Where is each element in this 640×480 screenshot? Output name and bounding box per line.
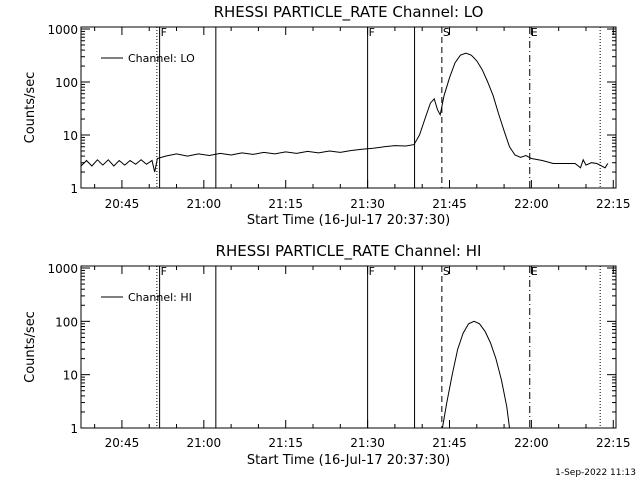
- event-marker-label: F: [161, 265, 167, 278]
- series-line-lo: [80, 52, 609, 173]
- x-tick-label: 22:00: [514, 197, 549, 211]
- event-marker-label: S: [443, 265, 450, 278]
- x-axis-label: Start Time (16-Jul-17 20:37:30): [247, 453, 450, 468]
- chart-title: RHESSI PARTICLE_RATE Channel: HI: [216, 242, 482, 261]
- x-tick-label: 21:00: [187, 197, 222, 211]
- y-tick-label: 100: [55, 315, 78, 329]
- series-line-hi: [441, 320, 510, 429]
- x-tick-label: 20:45: [105, 197, 140, 211]
- y-tick-label: 1: [70, 422, 78, 436]
- x-tick-label: 21:45: [432, 197, 467, 211]
- y-tick-label: 1000: [47, 262, 78, 276]
- x-axis-label: Start Time (16-Jul-17 20:37:30): [247, 213, 450, 228]
- y-tick-label: 10: [63, 129, 78, 143]
- y-tick-label: 100: [55, 76, 78, 90]
- event-marker-label: F: [369, 265, 375, 278]
- chart-title: RHESSI PARTICLE_RATE Channel: LO: [214, 3, 484, 22]
- x-tick-label: 22:00: [514, 436, 549, 450]
- x-tick-label: 22:15: [596, 436, 631, 450]
- y-tick-label: 1: [70, 182, 78, 196]
- x-tick-label: 21:15: [268, 197, 303, 211]
- event-marker-label: E: [531, 265, 538, 278]
- event-marker-label: F: [161, 26, 167, 39]
- chart-panel-2: RHESSI PARTICLE_RATE Channel: HI 20:45 21:…: [23, 242, 631, 468]
- x-tick-label: 21:45: [432, 436, 467, 450]
- legend-entry: Channel: LO: [128, 52, 195, 65]
- x-tick-label: 21:30: [350, 197, 385, 211]
- chart-panel-1: RHESSI PARTICLE_RATE Channel: LO 20:45 21:…: [23, 3, 631, 228]
- x-tick-label: 21:00: [187, 436, 222, 450]
- x-tick-label: 21:30: [350, 436, 385, 450]
- event-marker-label: S: [443, 26, 450, 39]
- x-tick-label: 20:45: [105, 436, 140, 450]
- x-tick-label: 21:15: [268, 436, 303, 450]
- legend-entry: Channel: HI: [128, 291, 192, 304]
- y-tick-label: 10: [63, 369, 78, 383]
- event-marker-label: F: [369, 26, 375, 39]
- footer-timestamp: 1-Sep-2022 11:13: [555, 468, 636, 478]
- y-axis-label: Counts/sec: [23, 311, 38, 383]
- plot-frame: [80, 26, 617, 189]
- x-tick-label: 22:15: [596, 197, 631, 211]
- y-axis-label: Counts/sec: [23, 72, 38, 144]
- plot-frame: [80, 265, 617, 429]
- y-tick-label: 1000: [47, 23, 78, 37]
- event-marker-label: E: [531, 26, 538, 39]
